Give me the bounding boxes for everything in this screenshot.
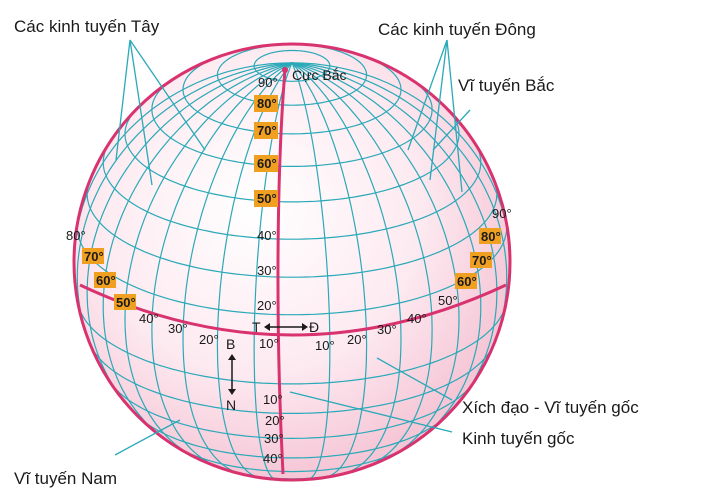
west-longitudes: 40° 30° 20° — [139, 311, 219, 347]
east-longitudes: 10° 20° 30° 40° — [315, 311, 427, 353]
label-equator: Xích đạo - Vĩ tuyến gốc — [462, 398, 639, 417]
left-lat-80: 80° — [66, 228, 86, 243]
right-lat-50: 50° — [438, 293, 458, 308]
east-long-30: 30° — [377, 322, 397, 337]
meridian-line — [291, 62, 508, 352]
parallel-line — [253, 49, 331, 82]
lat-label-20: 20° — [257, 298, 277, 313]
lat-label-10: 10° — [259, 336, 279, 351]
parallel-line — [124, 108, 460, 203]
south-lat-40: 40° — [263, 451, 283, 466]
parallel-line — [86, 179, 498, 278]
meridian-line — [291, 62, 460, 460]
east-long-40: 40° — [407, 311, 427, 326]
west-long-40: 40° — [139, 311, 159, 326]
lat-label-30: 30° — [257, 263, 277, 278]
right-latitudes: 90° 80° 70° 60° 50° — [438, 206, 512, 308]
meridian-line — [76, 62, 293, 352]
right-lat-80: 80° — [481, 229, 501, 244]
center-latitudes: 90° 80° 70° 60° 50° 40° 30° 20° 10° — [254, 75, 279, 351]
label-prime-meridian: Kinh tuyến gốc — [462, 429, 575, 448]
direction-south: N — [226, 397, 236, 413]
lat-label-70: 70° — [257, 123, 277, 138]
west-long-30: 30° — [168, 321, 188, 336]
right-lat-70: 70° — [472, 253, 492, 268]
compass: T Đ B N — [226, 319, 319, 413]
left-lat-70: 70° — [84, 249, 104, 264]
right-lat-90: 90° — [492, 206, 512, 221]
label-south-parallels: Vĩ tuyến Nam — [14, 469, 117, 488]
lat-label-80: 80° — [257, 96, 277, 111]
parallel-line — [182, 53, 402, 135]
left-lat-60: 60° — [96, 273, 116, 288]
west-long-20: 20° — [199, 332, 219, 347]
label-west-meridians: Các kinh tuyến Tây — [14, 17, 160, 36]
meridian-line — [124, 62, 293, 460]
meridian-line — [291, 62, 402, 476]
right-lat-60: 60° — [457, 274, 477, 289]
parallel-line — [136, 415, 448, 459]
meridian-line — [291, 62, 433, 469]
parallel-line — [216, 44, 368, 106]
prime-meridian-line — [276, 69, 287, 475]
meridian-line — [291, 62, 498, 409]
label-north-parallels: Vĩ tuyến Bắc — [458, 76, 555, 95]
lat-label-40: 40° — [257, 228, 277, 243]
direction-east: Đ — [309, 319, 319, 335]
meridian-line — [86, 62, 293, 409]
left-latitudes: 80° 70° 60° 50° — [66, 228, 136, 310]
lat-label-90: 90° — [258, 75, 278, 90]
south-lat-20: 20° — [265, 413, 285, 428]
parallel-line — [77, 302, 507, 385]
south-latitudes: 10° 20° 30° 40° — [263, 392, 285, 466]
meridian-line — [216, 62, 293, 479]
parallel-line — [108, 379, 476, 440]
left-lat-50: 50° — [116, 295, 136, 310]
parallel-line — [151, 77, 433, 167]
east-long-10: 10° — [315, 338, 335, 353]
meridian-line — [182, 62, 293, 476]
parallel-line — [170, 442, 414, 473]
globe-outline — [72, 42, 512, 482]
east-long-20: 20° — [347, 332, 367, 347]
label-east-meridians: Các kinh tuyến Đông — [378, 20, 536, 39]
south-lat-30: 30° — [264, 431, 284, 446]
parallel-line — [102, 140, 482, 240]
equator-line — [79, 283, 507, 337]
direction-west: T — [252, 319, 261, 335]
label-north-pole: Cực Bắc — [292, 67, 347, 83]
pointer-lines — [114, 39, 471, 456]
direction-north: B — [226, 336, 235, 352]
lat-label-50: 50° — [257, 191, 277, 206]
meridian-line — [291, 62, 368, 479]
lat-label-60: 60° — [257, 156, 277, 171]
south-lat-10: 10° — [263, 392, 283, 407]
graticule — [74, 44, 510, 480]
parallel-line — [88, 341, 496, 414]
meridian-line — [151, 62, 293, 469]
